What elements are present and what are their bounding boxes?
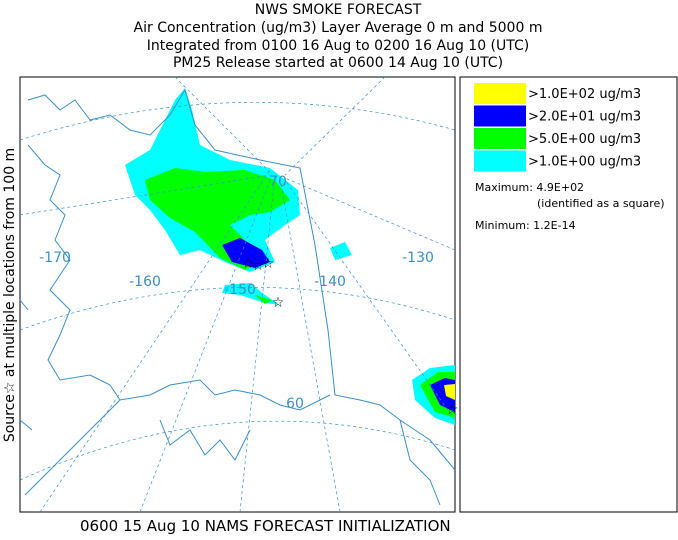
legend-label: >2.0E+01 ug/m3 [528,110,641,125]
svg-text:☆: ☆ [252,258,265,274]
footer: 0600 15 Aug 10 NAMS FORECAST INITIALIZAT… [80,517,451,535]
legend-swatch [474,150,526,172]
lon-label: -140 [314,274,346,290]
svg-text:☆: ☆ [262,256,275,272]
maximum-note: (identified as a square) [537,197,665,210]
legend-swatch [474,128,526,149]
subtitle: Air Concentration (ug/m3) Layer Average … [134,20,543,36]
lon-label: -160 [129,274,161,290]
graticule [19,76,456,513]
side-label: Source☆ at multiple locations from 100 m [2,148,18,442]
legend-label: >1.0E+00 ug/m3 [528,155,641,170]
title: NWS SMOKE FORECAST [255,2,422,18]
lat-label: 60 [286,396,304,412]
legend-frame [459,76,678,513]
legend-swatch [474,105,526,127]
minimum: Minimum: 1.2E-14 [475,219,576,232]
svg-text:☆: ☆ [242,256,255,272]
coastline [19,88,456,506]
plume [255,295,272,304]
subtitle: Integrated from 0100 16 Aug to 0200 16 A… [147,38,530,54]
plume [444,384,455,400]
svg-text:☆: ☆ [272,295,285,311]
lat-label: 70 [269,174,287,190]
plume [222,238,270,268]
map: -170 -160 -150 -140 -130 70 60 ☆☆☆ ☆☆ [19,76,459,513]
legend: >1.0E+02 ug/m3 >2.0E+01 ug/m3 >5.0E+00 ug/… [474,83,641,172]
plume [145,168,290,270]
maximum: Maximum: 4.9E+02 [475,181,584,194]
lon-label: -130 [402,250,434,266]
lon-label: -170 [39,250,71,266]
legend-label: >5.0E+00 ug/m3 [528,132,641,147]
sources: ☆☆☆ ☆☆ [242,256,459,418]
legend-label: >1.0E+02 ug/m3 [528,87,641,102]
svg-text:☆: ☆ [446,402,459,418]
plume [330,242,352,260]
subtitle: PM25 Release started at 0600 14 Aug 10 (… [173,55,503,71]
legend-swatch [474,83,526,104]
lon-label: -150 [224,282,256,298]
